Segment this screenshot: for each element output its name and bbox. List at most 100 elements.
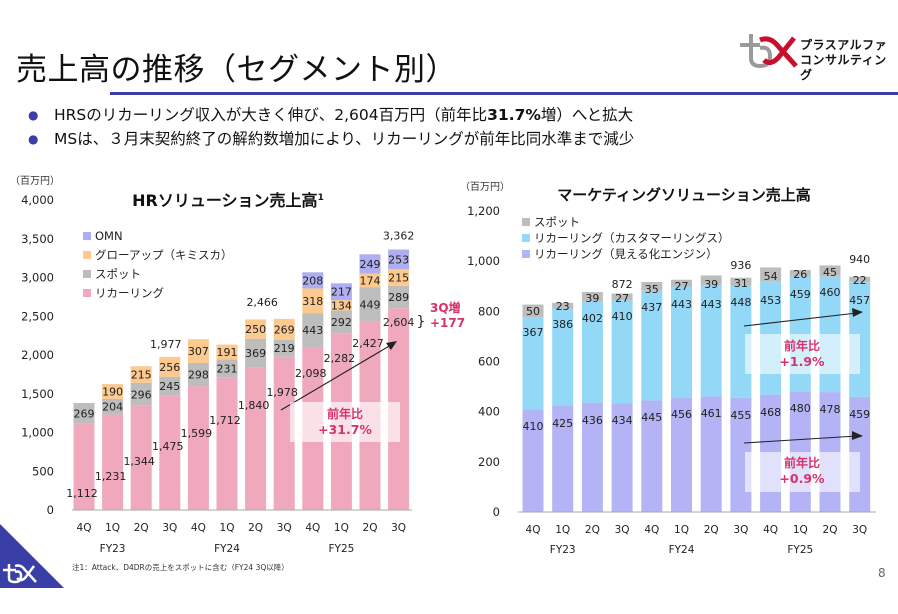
yoy-callout-label: 前年比 [784, 455, 820, 470]
bar-segment [73, 402, 95, 424]
data-label-recurring: 1,978 [266, 386, 298, 399]
data-label-spot: 22 [853, 274, 867, 287]
y-tick-label: 600 [478, 355, 500, 369]
summary-bullets: ● HRSのリカーリング収入が大きく伸び、2,604百万円（前年比31.7%増）… [28, 103, 634, 151]
bar-segment [522, 304, 544, 318]
bar-segment [159, 376, 181, 396]
data-label-segment: 215 [388, 271, 409, 284]
data-label-recurring-mieruka: 461 [701, 407, 722, 420]
data-label-segment: 231 [217, 362, 238, 375]
bar-segment [273, 318, 295, 340]
y-tick-label: 0 [493, 505, 500, 519]
data-label-recurring: 2,427 [352, 337, 384, 350]
trend-arrow-head [386, 341, 397, 350]
bar-segment [130, 366, 152, 383]
data-label-recurring: 1,112 [66, 487, 98, 500]
x-tick-label: 2Q [363, 522, 378, 534]
data-label-recurring-mieruka: 468 [760, 406, 781, 419]
data-label-segment: 307 [188, 345, 209, 358]
bar-segment [245, 319, 267, 339]
y-tick-label: 200 [478, 455, 500, 469]
logo-line-2: コンサルティング [800, 53, 887, 82]
bar-segment [388, 285, 410, 309]
fiscal-year-label: FY24 [669, 544, 695, 556]
x-tick-label: 4Q [305, 522, 320, 534]
data-label-recurring: 1,599 [181, 427, 213, 440]
data-label-total: 940 [849, 253, 870, 266]
bar-segment [581, 292, 603, 302]
bar-segment [330, 300, 352, 311]
y-tick-label: 1,200 [467, 204, 500, 218]
title-divider [110, 92, 898, 95]
data-label-recurring-customerrings: 453 [760, 294, 781, 307]
legend-label: OMN [95, 229, 123, 243]
x-tick-label: 2Q [704, 524, 719, 536]
bullet-dot-icon: ● [28, 108, 39, 122]
footnote: 注1：Attack、D4DRの売上をスポットに含む（FY24 3Q以降） [72, 563, 289, 572]
x-tick-label: 3Q [162, 522, 177, 534]
y-tick-label: 4,000 [21, 193, 54, 207]
fiscal-year-label: FY23 [550, 544, 576, 556]
company-logo-icon [740, 34, 798, 69]
data-label-spot: 23 [556, 300, 570, 313]
data-label-segment: 134 [331, 299, 352, 312]
y-tick-label: 1,000 [467, 254, 500, 268]
bullet-text: MSは、３月末契約終了の解約数増加により、リカーリングが前年比同水準まで減少 [54, 127, 634, 151]
data-label-recurring: 2,282 [324, 352, 356, 365]
bar-segment [216, 344, 238, 360]
data-label-recurring-mieruka: 455 [730, 409, 751, 422]
bar-segment [581, 402, 603, 512]
x-tick-label: 1Q [334, 522, 349, 534]
yoy-callout-value: +0.9% [779, 471, 825, 486]
data-label-recurring: 1,475 [152, 440, 184, 453]
bar-segment [849, 276, 871, 283]
bar-segment [641, 400, 663, 512]
trend-arrow-line [743, 435, 858, 444]
x-tick-label: 4Q [526, 524, 541, 536]
data-label-segment: 215 [131, 369, 152, 382]
bar-segment [187, 362, 209, 387]
bar-segment [302, 288, 324, 314]
data-label-recurring-mieruka: 436 [582, 414, 603, 427]
bar-segment [302, 313, 324, 348]
brace-icon: } [417, 314, 426, 330]
bar-segment [159, 395, 181, 510]
data-label-spot: 54 [764, 270, 778, 283]
data-label-recurring-customerrings: 402 [582, 312, 603, 325]
trend-arrow-head [852, 431, 863, 440]
data-label-spot: 27 [675, 280, 689, 293]
data-label-recurring-mieruka: 410 [523, 420, 544, 433]
y-tick-label: 3,500 [21, 232, 54, 246]
data-label-recurring: 1,712 [209, 414, 241, 427]
legend-label: スポット [534, 215, 580, 229]
qoq-callout-value: +177 [430, 316, 465, 330]
bar-segment [102, 384, 124, 399]
bar-segment [302, 272, 324, 289]
data-label-recurring: 1,231 [95, 470, 127, 483]
data-label-segment: 217 [331, 286, 352, 299]
data-label-recurring-mieruka: 456 [671, 408, 692, 421]
data-label-recurring-customerrings: 457 [849, 294, 870, 307]
legend-swatch [83, 270, 91, 278]
yoy-callout-value: +31.7% [318, 422, 372, 437]
data-label-spot: 35 [645, 283, 659, 296]
data-label-segment: 318 [302, 295, 323, 308]
bar-segment [611, 403, 633, 512]
legend-swatch [83, 289, 91, 297]
x-tick-label: 2Q [585, 524, 600, 536]
data-label-spot: 39 [585, 292, 599, 305]
y-tick-label: 2,000 [21, 348, 54, 362]
bar-segment [671, 279, 692, 287]
x-tick-label: 4Q [191, 522, 206, 534]
bar-segment [73, 423, 95, 510]
data-label-total: 3,362 [383, 230, 415, 243]
x-tick-label: 1Q [674, 524, 689, 536]
bar-segment [130, 405, 152, 510]
bar-segment [789, 269, 811, 277]
trend-arrow-line [280, 344, 392, 411]
bullet-item: ● HRSのリカーリング収入が大きく伸び、2,604百万円（前年比31.7%増）… [28, 103, 634, 127]
x-tick-label: 1Q [220, 522, 235, 534]
hr-chart: 0 500 1,000 1,500 2,000 2,500 3,000 3,500 4,000 4… [21, 193, 465, 555]
ms-chart: 0 200 400 600 800 1,000 1,200 4Q 1Q 2Q 3Q 4Q 1Q 2Q 3Q 4… [467, 204, 876, 556]
